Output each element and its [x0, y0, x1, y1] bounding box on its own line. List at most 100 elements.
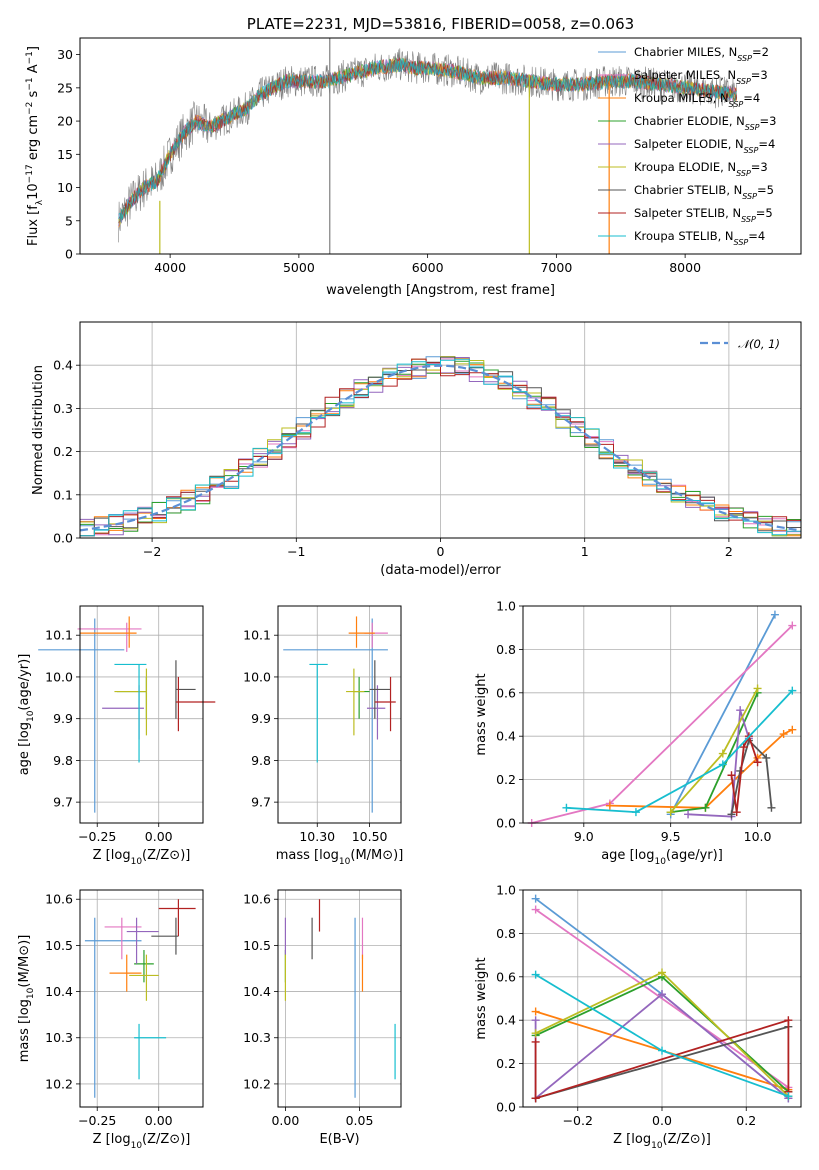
y-tick-label: 5 [65, 213, 73, 228]
x-tick-label: 0.05 [346, 1113, 374, 1128]
legend-label-subscript: SSP [742, 192, 757, 201]
label-segment: −17 [25, 164, 35, 183]
legend-label: Chabrier MILES, NSSP=2 [634, 45, 769, 63]
age-vs-metallicity-panel: −0.25 0.009.79.89.910.010.1Z [log10(Z/Z⊙)… [17, 605, 216, 867]
y-tick-label: 10.1 [243, 628, 271, 643]
y-tick-label: 0.0 [53, 531, 73, 546]
y-tick-label: 0.4 [53, 358, 73, 373]
x-axis-label: (data-model)/error [380, 563, 501, 578]
y-tick-label: 0.3 [53, 401, 73, 416]
label-segment: mass [ [276, 848, 319, 863]
mass-weight-marker [767, 803, 776, 812]
y-tick-label: 9.7 [53, 795, 73, 810]
x-tick-label: −0.25 [78, 1113, 116, 1128]
legend-label-subscript: SSP [736, 77, 751, 86]
mass-weight-line [535, 1025, 789, 1100]
y-tick-label: 1.0 [496, 883, 516, 898]
weight-vs-age-panel: 9.0 9.5 10.0 0.0 0.2 0.4 0.6 0.8 1.0 age [log10(a… [474, 599, 802, 867]
y-tick-label: 0.0 [496, 816, 516, 831]
x-axis-label: wavelength [Angstrom, rest frame] [326, 283, 555, 298]
y-tick-label: 10.5 [45, 938, 73, 953]
legend-label: Salpeter MILES, NSSP=3 [634, 68, 768, 86]
mass-weight-line [534, 1018, 790, 1100]
y-tick-label: 9.8 [251, 753, 271, 768]
mass-weight-marker [701, 803, 710, 812]
x-tick-label: −1 [287, 544, 305, 559]
axes-frame [79, 37, 802, 255]
label-segment: (Z/Z⊙)] [142, 848, 190, 863]
y-tick-label: 10.0 [45, 669, 73, 684]
mass-weight-line [670, 688, 759, 813]
label-segment: mass weight [474, 673, 489, 755]
x-tick-label: 9.0 [574, 829, 594, 844]
x-tick-label: −0.25 [78, 829, 116, 844]
label-segment: Z [ [613, 1132, 631, 1147]
mass-weight-marker [531, 970, 540, 979]
x-axis-label: Z [log10(Z/Z⊙)] [93, 1132, 191, 1151]
mass-weight-line [688, 709, 750, 818]
y-tick-label: 0.8 [496, 642, 516, 657]
legend-label-text: Salpeter STELIB, N [634, 206, 741, 220]
mass-weight-marker [784, 1092, 793, 1101]
mass-weight-marker [753, 684, 762, 693]
legend-label: Kroupa STELIB, NSSP=4 [634, 229, 765, 247]
mass-weight-marker [788, 621, 797, 630]
y-tick-label: 10.6 [45, 892, 73, 907]
mass-weight-marker [732, 808, 741, 817]
y-tick-label: 0.2 [53, 444, 73, 459]
legend-label: 𝒩(0, 1) [738, 337, 780, 351]
legend-label: Salpeter STELIB, NSSP=5 [634, 206, 773, 224]
label-segment: Z [ [93, 848, 111, 863]
mass-weight-marker [658, 968, 666, 977]
mass-weight-marker [658, 990, 666, 999]
y-tick-label: 30 [57, 47, 73, 62]
mass-weight-marker [531, 1029, 540, 1038]
y-tick-label: 0.6 [496, 969, 516, 984]
x-tick-label: 0.00 [145, 829, 173, 844]
legend-label-text: Kroupa ELODIE, N [634, 160, 736, 174]
legend-label-subscript: SSP [737, 54, 752, 63]
label-segment: log [631, 1132, 651, 1147]
axes-frame [79, 605, 204, 824]
label-segment: mass [ [17, 1019, 32, 1062]
y-tick-label: 9.8 [53, 753, 73, 768]
axes-frame [522, 605, 802, 824]
label-segment: mass weight [474, 957, 489, 1039]
legend-label-subscript: SSP [734, 238, 749, 247]
mass-weight-marker [736, 706, 745, 715]
mass-weight-marker [779, 730, 788, 739]
x-tick-label: 5000 [283, 260, 315, 275]
x-tick-label: 0.2 [736, 1113, 756, 1128]
label-segment: Z [ [93, 1132, 111, 1147]
x-axis-label: E(B-V) [319, 1132, 359, 1147]
y-tick-label: 10.4 [243, 984, 271, 999]
legend-label-text: =4 [758, 137, 775, 151]
mass-weight-marker [666, 808, 675, 817]
legend-label-text: =3 [760, 114, 777, 128]
mass-weight-marker [739, 743, 748, 752]
legend-label-text: =4 [748, 229, 765, 243]
y-tick-label: 0.4 [496, 729, 516, 744]
normal-reference-curve [79, 364, 802, 532]
mass-weight-marker [531, 905, 540, 914]
legend-label-text: =3 [751, 68, 768, 82]
y-axis-label: mass [log10(M/M⊙)] [17, 935, 36, 1063]
label-segment: log [111, 1132, 131, 1147]
y-axis-label: age [log10(age/yr)] [17, 654, 36, 776]
label-segment: 10 [654, 857, 666, 867]
y-tick-label: 0.2 [496, 1056, 516, 1071]
legend-label-subscript: SSP [741, 215, 756, 224]
legend-label-text: =5 [757, 183, 774, 197]
label-segment: (age/yr)] [666, 848, 723, 863]
x-tick-label: 7000 [540, 260, 572, 275]
label-segment: −2 [25, 102, 35, 115]
y-tick-label: 10.2 [243, 1076, 271, 1091]
x-tick-label: 8000 [669, 260, 701, 275]
y-tick-label: 10.3 [45, 1030, 73, 1045]
y-axis-label: Normed distribution [31, 365, 46, 495]
mass-weight-line [535, 908, 789, 1089]
x-axis-label: Z [log10(Z/Z⊙)] [613, 1132, 711, 1151]
y-tick-label: 10.5 [243, 938, 271, 953]
label-segment: (M/M⊙)] [17, 935, 32, 988]
axes-frame [522, 889, 802, 1108]
